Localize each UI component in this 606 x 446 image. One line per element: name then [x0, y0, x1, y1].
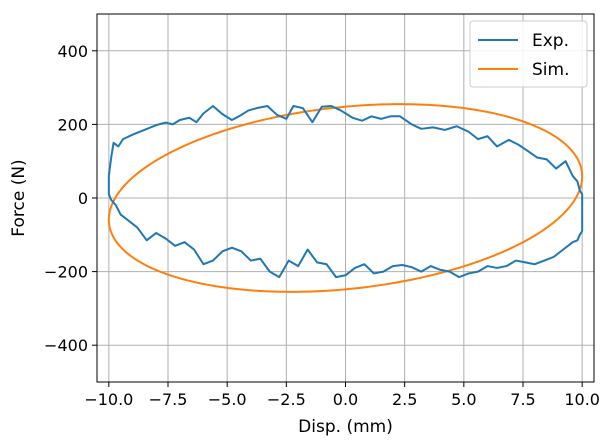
series-line-sim	[107, 103, 584, 293]
y-tick-label: 400	[57, 42, 88, 61]
legend-box	[469, 20, 588, 88]
axis-ticks: −10.0 −7.5 −5.0 −2.5 0.0 2.5 5.0 7.5 10.0 −400 −20…	[44, 42, 600, 409]
x-tick-label: 5.0	[451, 390, 476, 409]
y-tick-label: −400	[44, 336, 88, 355]
x-tick-label: −5.0	[208, 390, 247, 409]
x-tick-label: 7.5	[510, 390, 535, 409]
series-line-exp	[107, 105, 584, 279]
y-tick-label: 200	[57, 115, 88, 134]
x-tick-label: −10.0	[84, 390, 133, 409]
plot-area	[107, 103, 584, 293]
y-tick-label: 0	[78, 189, 88, 208]
x-tick-label: 10.0	[564, 390, 600, 409]
x-tick-label: −2.5	[267, 390, 306, 409]
y-tick-label: −200	[44, 263, 88, 282]
legend-label-exp: Exp.	[532, 31, 569, 51]
x-tick-label: 2.5	[392, 390, 417, 409]
legend: Exp. Sim.	[469, 20, 588, 88]
x-tick-label: −7.5	[149, 390, 188, 409]
legend-label-sim: Sim.	[532, 60, 569, 80]
x-tick-label: 0.0	[333, 390, 358, 409]
x-axis-label: Disp. (mm)	[298, 417, 393, 437]
y-axis-label: Force (N)	[9, 159, 29, 236]
